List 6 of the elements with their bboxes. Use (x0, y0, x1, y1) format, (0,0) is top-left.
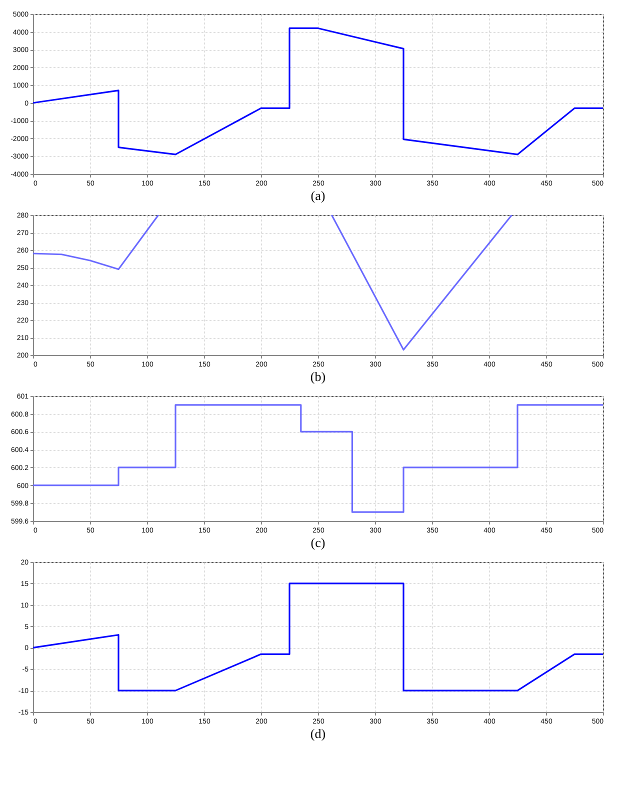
text: (b) (310, 369, 326, 384)
text: (a) (310, 188, 326, 203)
line-series (33, 582, 603, 692)
text: (d) (310, 726, 326, 741)
text: (c) (310, 535, 326, 550)
line-series (33, 27, 603, 156)
